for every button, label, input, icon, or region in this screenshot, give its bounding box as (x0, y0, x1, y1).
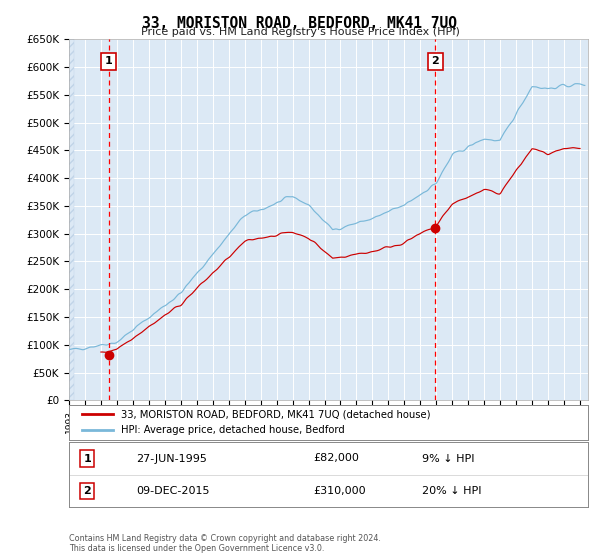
Text: 1: 1 (105, 57, 112, 67)
Text: Price paid vs. HM Land Registry's House Price Index (HPI): Price paid vs. HM Land Registry's House … (140, 27, 460, 37)
Text: 1: 1 (83, 454, 91, 464)
Text: 33, MORISTON ROAD, BEDFORD, MK41 7UQ: 33, MORISTON ROAD, BEDFORD, MK41 7UQ (143, 16, 458, 31)
Text: 2: 2 (431, 57, 439, 67)
Text: 27-JUN-1995: 27-JUN-1995 (136, 454, 208, 464)
Text: 20% ↓ HPI: 20% ↓ HPI (422, 486, 481, 496)
Text: £82,000: £82,000 (313, 454, 359, 464)
Text: 9% ↓ HPI: 9% ↓ HPI (422, 454, 475, 464)
Polygon shape (69, 39, 74, 400)
Bar (69, 39, 74, 400)
Text: 2: 2 (83, 486, 91, 496)
Text: 33, MORISTON ROAD, BEDFORD, MK41 7UQ (detached house): 33, MORISTON ROAD, BEDFORD, MK41 7UQ (de… (121, 409, 430, 419)
Text: £310,000: £310,000 (313, 486, 365, 496)
Text: Contains HM Land Registry data © Crown copyright and database right 2024.
This d: Contains HM Land Registry data © Crown c… (69, 534, 381, 553)
Text: HPI: Average price, detached house, Bedford: HPI: Average price, detached house, Bedf… (121, 425, 344, 435)
Text: 09-DEC-2015: 09-DEC-2015 (136, 486, 210, 496)
